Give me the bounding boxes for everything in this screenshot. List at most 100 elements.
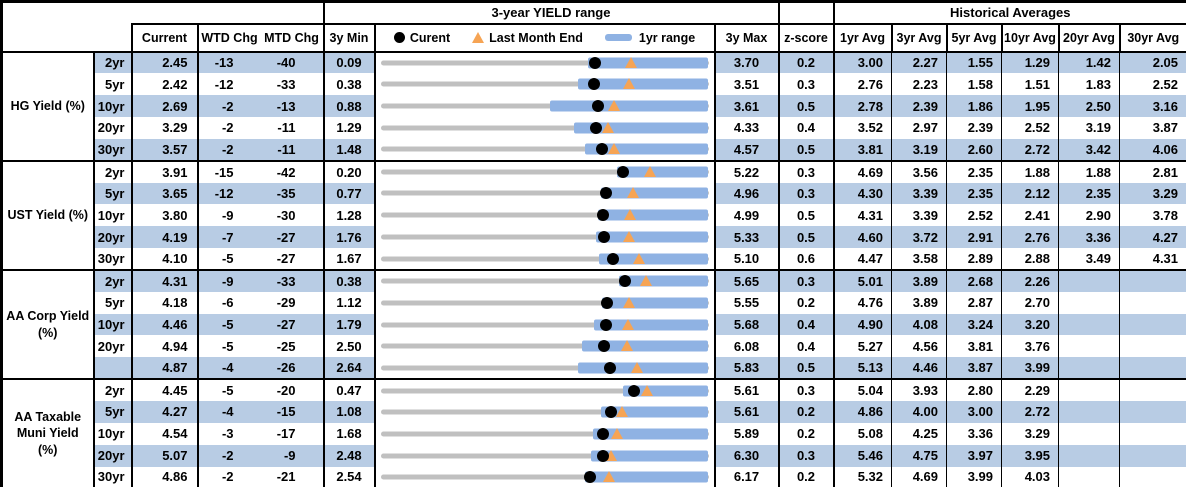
1yr-range-bar bbox=[601, 406, 709, 418]
3y-min-value: 0.38 bbox=[323, 73, 376, 96]
5yr-avg-value: 3.87 bbox=[946, 357, 1002, 380]
range-track bbox=[380, 248, 709, 269]
3yr-avg-value: 3.56 bbox=[891, 159, 947, 183]
range-chart-cell bbox=[374, 313, 716, 336]
z-score-value: 0.3 bbox=[778, 159, 835, 183]
1yr-avg-value: 4.90 bbox=[833, 313, 892, 336]
current-marker bbox=[591, 100, 604, 113]
3yr-avg-value: 2.97 bbox=[891, 117, 947, 139]
1yr-avg-column-header: 1yr Avg bbox=[832, 22, 893, 53]
1yr-range-bar bbox=[549, 100, 709, 112]
current-value: 4.86 bbox=[131, 466, 199, 487]
wtd-chg-value: -7 bbox=[197, 226, 261, 249]
wtd-chg-value: -13 bbox=[197, 50, 261, 74]
range-track bbox=[380, 183, 709, 205]
table-row: 30yr 3.57 -2 -11 1.48 4.57 0.5 3.81 3.19 2.60 2.72… bbox=[2, 138, 1186, 161]
20yr-avg-value: 2.50 bbox=[1058, 95, 1120, 118]
30yr-avg-value: 2.52 bbox=[1119, 73, 1186, 96]
30yr-avg-value bbox=[1119, 466, 1186, 487]
5yr-avg-value: 1.58 bbox=[946, 73, 1002, 96]
3y-min-value: 1.79 bbox=[323, 313, 376, 336]
3yr-avg-value: 4.46 bbox=[891, 357, 947, 380]
5yr-avg-value: 1.86 bbox=[946, 95, 1002, 118]
5yr-avg-value: 2.35 bbox=[946, 159, 1002, 183]
30yr-avg-value bbox=[1119, 335, 1186, 358]
legend-last-month-end-label: Last Month End bbox=[489, 30, 583, 45]
range-track bbox=[380, 163, 709, 183]
3y-min-value: 0.38 bbox=[323, 268, 376, 292]
range-chart-cell bbox=[374, 95, 716, 118]
wtd-chg-value: -4 bbox=[197, 401, 261, 423]
3y-max-value: 6.30 bbox=[714, 444, 780, 467]
5yr-avg-value: 1.55 bbox=[946, 50, 1002, 74]
3y-range-bar bbox=[380, 388, 709, 394]
30yr-avg-value bbox=[1119, 401, 1186, 423]
3yr-avg-value: 2.23 bbox=[891, 73, 947, 96]
30yr-avg-value: 3.29 bbox=[1119, 182, 1186, 205]
wtd-chg-value: -9 bbox=[197, 268, 261, 292]
3yr-avg-value: 4.56 bbox=[891, 335, 947, 358]
current-value: 2.69 bbox=[131, 95, 199, 118]
last-month-end-marker bbox=[639, 275, 652, 287]
current-marker bbox=[599, 318, 612, 331]
3y-min-value: 1.29 bbox=[323, 117, 376, 139]
table-row: 10yr 3.80 -9 -30 1.28 4.99 0.5 4.31 3.39 2.52 2.41… bbox=[2, 204, 1186, 227]
3y-max-value: 5.61 bbox=[714, 401, 780, 423]
30yr-avg-value: 2.05 bbox=[1119, 50, 1186, 74]
3yr-avg-value: 3.72 bbox=[891, 226, 947, 249]
5yr-avg-value: 3.97 bbox=[946, 444, 1002, 467]
3y-max-value: 4.33 bbox=[714, 117, 780, 139]
1yr-avg-value: 4.30 bbox=[833, 182, 892, 205]
10yr-avg-value: 3.29 bbox=[1001, 422, 1059, 445]
current-value: 5.07 bbox=[131, 444, 199, 467]
current-value: 4.31 bbox=[131, 268, 199, 292]
3y-min-value: 1.08 bbox=[323, 401, 376, 423]
wtd-chg-value: -5 bbox=[197, 248, 261, 270]
tenor-label: 10yr bbox=[93, 204, 133, 227]
3y-range-bar bbox=[380, 212, 709, 218]
1yr-range-bar bbox=[587, 57, 709, 69]
range-track bbox=[380, 272, 709, 292]
3y-range-bar bbox=[380, 278, 709, 284]
current-value: 4.45 bbox=[131, 378, 199, 401]
3y-max-value: 5.10 bbox=[714, 248, 780, 270]
1yr-range-bar bbox=[590, 450, 709, 462]
range-track bbox=[380, 73, 709, 95]
current-value: 3.65 bbox=[131, 182, 199, 205]
5yr-avg-value: 2.52 bbox=[946, 204, 1002, 227]
table-row: 30yr 4.10 -5 -27 1.67 5.10 0.6 4.47 3.58 2.89 2.88… bbox=[2, 248, 1186, 270]
mtd-chg-value: -25 bbox=[260, 335, 325, 358]
tenor-label: 2yr bbox=[93, 378, 133, 401]
wtd-chg-value: -2 bbox=[197, 138, 261, 161]
table-row: HG Yield (%) 2yr 2.45 -13 -40 0.09 3.70 0.2 3.00… bbox=[1, 50, 1186, 161]
z-score-value: 0.5 bbox=[778, 357, 835, 380]
table-row: 20yr 4.19 -7 -27 1.76 5.33 0.5 4.60 3.72 2.91 2.76… bbox=[2, 226, 1186, 249]
10yr-avg-value: 3.76 bbox=[1001, 335, 1059, 358]
3y-range-bar bbox=[380, 365, 709, 371]
current-value: 3.29 bbox=[131, 117, 199, 139]
mtd-chg-value: -27 bbox=[260, 248, 325, 270]
5yr-avg-value: 2.35 bbox=[946, 182, 1002, 205]
mtd-chg-value: -29 bbox=[260, 291, 325, 314]
current-value: 4.18 bbox=[131, 291, 199, 314]
20yr-avg-value: 2.35 bbox=[1058, 182, 1120, 205]
current-value: 4.19 bbox=[131, 226, 199, 249]
3y-range-bar bbox=[380, 343, 709, 349]
last-month-end-marker bbox=[622, 318, 635, 330]
z-score-value: 0.2 bbox=[778, 50, 835, 74]
3yr-avg-value: 2.27 bbox=[891, 50, 947, 74]
30yr-avg-value: 3.16 bbox=[1119, 95, 1186, 118]
tenor-label: 30yr bbox=[93, 248, 133, 270]
20yr-avg-value bbox=[1058, 466, 1120, 487]
3y-range-bar bbox=[380, 103, 709, 109]
z-score-column-header: z-score bbox=[777, 22, 835, 53]
20yr-avg-value bbox=[1058, 268, 1120, 292]
wtd-chg-value: -3 bbox=[197, 422, 261, 445]
3yr-avg-value: 3.89 bbox=[891, 268, 947, 292]
range-chart-cell bbox=[374, 159, 716, 183]
tenor-label: 20yr bbox=[93, 335, 133, 358]
range-chart-cell bbox=[374, 73, 716, 96]
10yr-avg-column-header: 10yr Avg bbox=[1000, 22, 1060, 53]
wtd-chg-value: -2 bbox=[197, 117, 261, 139]
current-marker bbox=[619, 275, 632, 288]
